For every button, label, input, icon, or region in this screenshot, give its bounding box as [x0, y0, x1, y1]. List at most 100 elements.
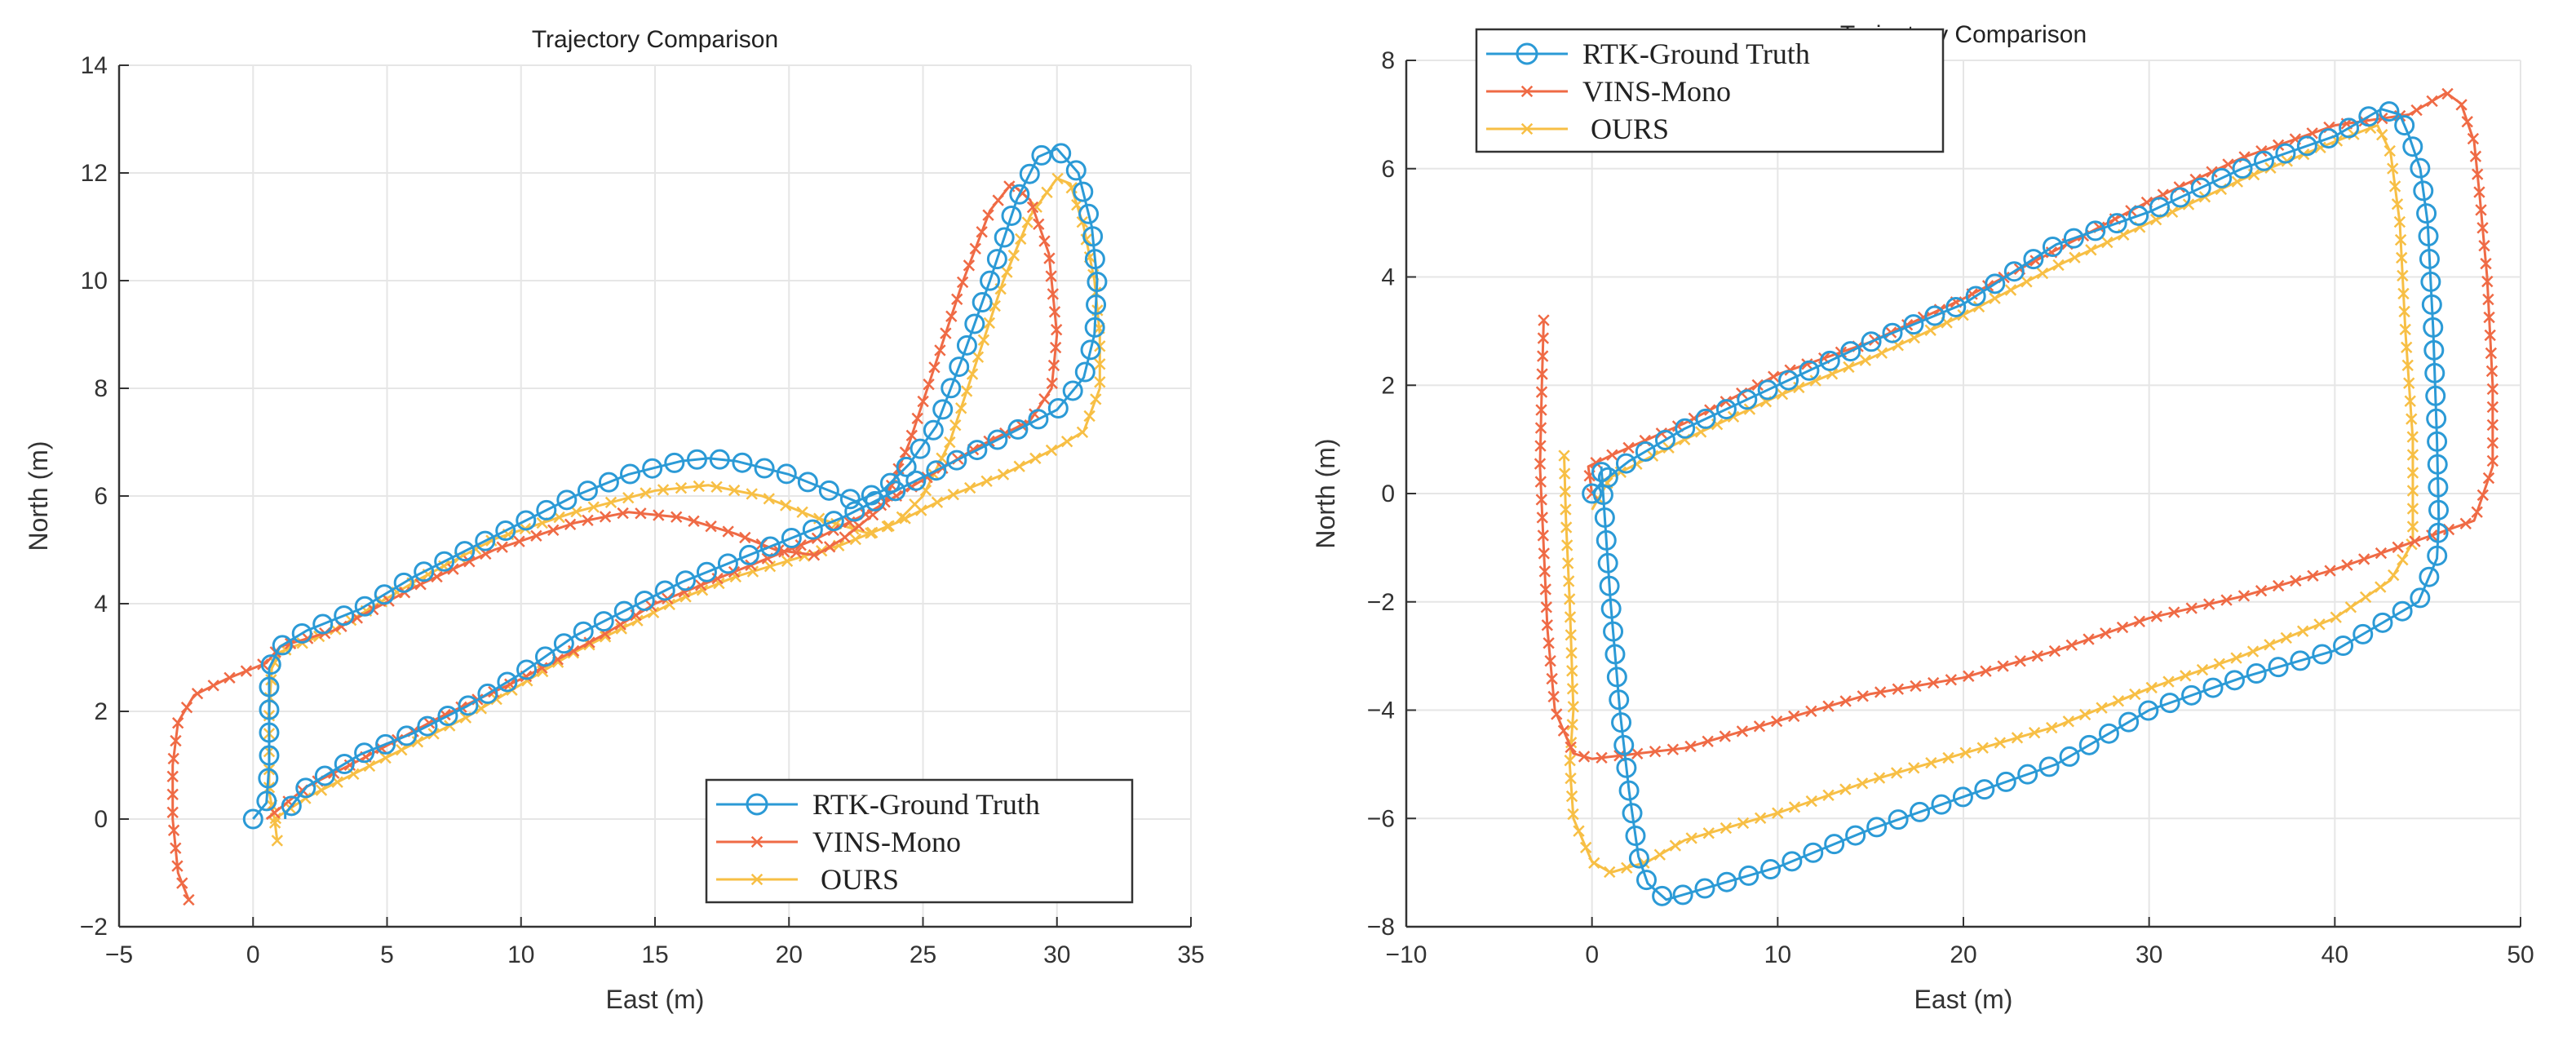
circle-marker	[2128, 205, 2149, 226]
circle-marker	[1715, 399, 1737, 420]
x-marker	[2065, 639, 2078, 652]
x-marker	[2129, 688, 2141, 701]
circle-marker	[281, 795, 302, 817]
x-marker	[1596, 751, 1608, 764]
x-marker	[969, 242, 981, 255]
x-marker	[997, 468, 1010, 480]
x-marker	[1994, 737, 2007, 749]
y-tick-label: 0	[94, 806, 108, 833]
x-marker	[1753, 720, 1766, 733]
x-marker	[1653, 848, 1666, 861]
circle-marker	[2149, 197, 2171, 218]
x-marker	[1038, 235, 1051, 247]
x-marker	[587, 501, 600, 513]
circle-marker	[2410, 157, 2431, 179]
circle-marker	[2392, 600, 2413, 622]
circle-marker	[516, 659, 538, 680]
series-ours	[1558, 122, 2419, 879]
x-marker	[796, 506, 808, 518]
circle-marker	[1903, 314, 1924, 335]
circle-marker	[2211, 167, 2233, 188]
x-marker	[1534, 476, 1547, 488]
circle-marker	[375, 733, 396, 755]
circle-marker	[896, 456, 917, 477]
x-marker	[2145, 681, 2158, 694]
x-marker	[167, 752, 179, 765]
x-marker	[490, 693, 502, 706]
y-tick-label: 2	[1381, 372, 1395, 399]
x-marker	[166, 770, 179, 783]
x-marker	[2255, 585, 2268, 597]
x-marker	[2069, 251, 2081, 264]
x-marker	[780, 499, 792, 512]
x-marker	[2264, 639, 2276, 651]
circle-marker	[1606, 666, 1627, 688]
x-marker	[171, 717, 184, 729]
x-marker	[2358, 553, 2370, 565]
x-marker	[496, 541, 508, 553]
x-marker	[2100, 627, 2112, 640]
circle-marker	[675, 570, 696, 591]
x-marker	[1094, 376, 1106, 388]
circle-marker	[986, 249, 1007, 270]
x-marker	[2387, 162, 2399, 175]
x-marker	[917, 395, 929, 408]
legend-label: VINS-Mono	[1582, 75, 1731, 108]
x-marker	[1534, 422, 1547, 434]
x-marker	[2230, 652, 2242, 664]
circle-marker	[2318, 128, 2339, 149]
x-marker	[2085, 244, 2097, 256]
x-marker	[315, 784, 328, 796]
x-tick-label: −5	[105, 941, 133, 968]
x-marker	[2078, 708, 2091, 721]
circle-marker	[495, 520, 516, 542]
circle-marker	[642, 458, 663, 479]
circle-marker	[259, 722, 280, 743]
circle-marker	[964, 313, 985, 334]
x-marker	[966, 368, 979, 380]
x-marker	[911, 412, 923, 425]
x-marker	[1535, 494, 1547, 506]
x-marker	[564, 518, 577, 530]
x-marker	[2476, 489, 2490, 502]
x-marker	[1839, 695, 1852, 707]
circle-marker	[573, 621, 594, 642]
circle-marker	[654, 580, 675, 601]
x-tick-label: 35	[1177, 941, 1204, 968]
x-marker	[2028, 727, 2041, 739]
circle-marker	[1001, 205, 1022, 226]
x-marker	[2096, 702, 2108, 714]
circle-marker	[1672, 884, 1693, 906]
legend-entry: VINS-Mono	[716, 826, 961, 858]
circle-marker	[1594, 507, 1615, 528]
circle-marker	[1910, 801, 1931, 822]
x-tick-label: 30	[2136, 941, 2162, 968]
circle-marker	[1028, 409, 1049, 430]
legend-label: OURS	[821, 863, 899, 896]
circle-marker	[905, 470, 927, 491]
circle-marker	[2425, 385, 2446, 406]
x-marker	[1564, 611, 1577, 623]
circle-marker	[1611, 712, 1632, 733]
circle-marker	[885, 480, 906, 502]
y-axis-label: North (m)	[24, 441, 53, 551]
x-marker	[1567, 808, 1579, 821]
x-marker	[547, 524, 560, 536]
circle-marker	[259, 676, 280, 698]
circle-marker	[2421, 294, 2442, 315]
circle-marker	[696, 561, 717, 582]
circle-marker	[823, 511, 844, 532]
x-marker	[899, 446, 912, 458]
x-marker	[2383, 144, 2396, 157]
circle-marker	[2268, 657, 2289, 678]
x-marker	[1980, 665, 1992, 677]
x-marker	[2206, 166, 2218, 178]
x-marker	[1666, 743, 1680, 755]
x-marker	[657, 484, 670, 496]
x-marker	[849, 533, 861, 546]
x-marker	[2272, 139, 2285, 152]
circle-marker	[620, 463, 641, 485]
circle-marker	[556, 489, 578, 511]
x-marker	[1538, 565, 1551, 578]
